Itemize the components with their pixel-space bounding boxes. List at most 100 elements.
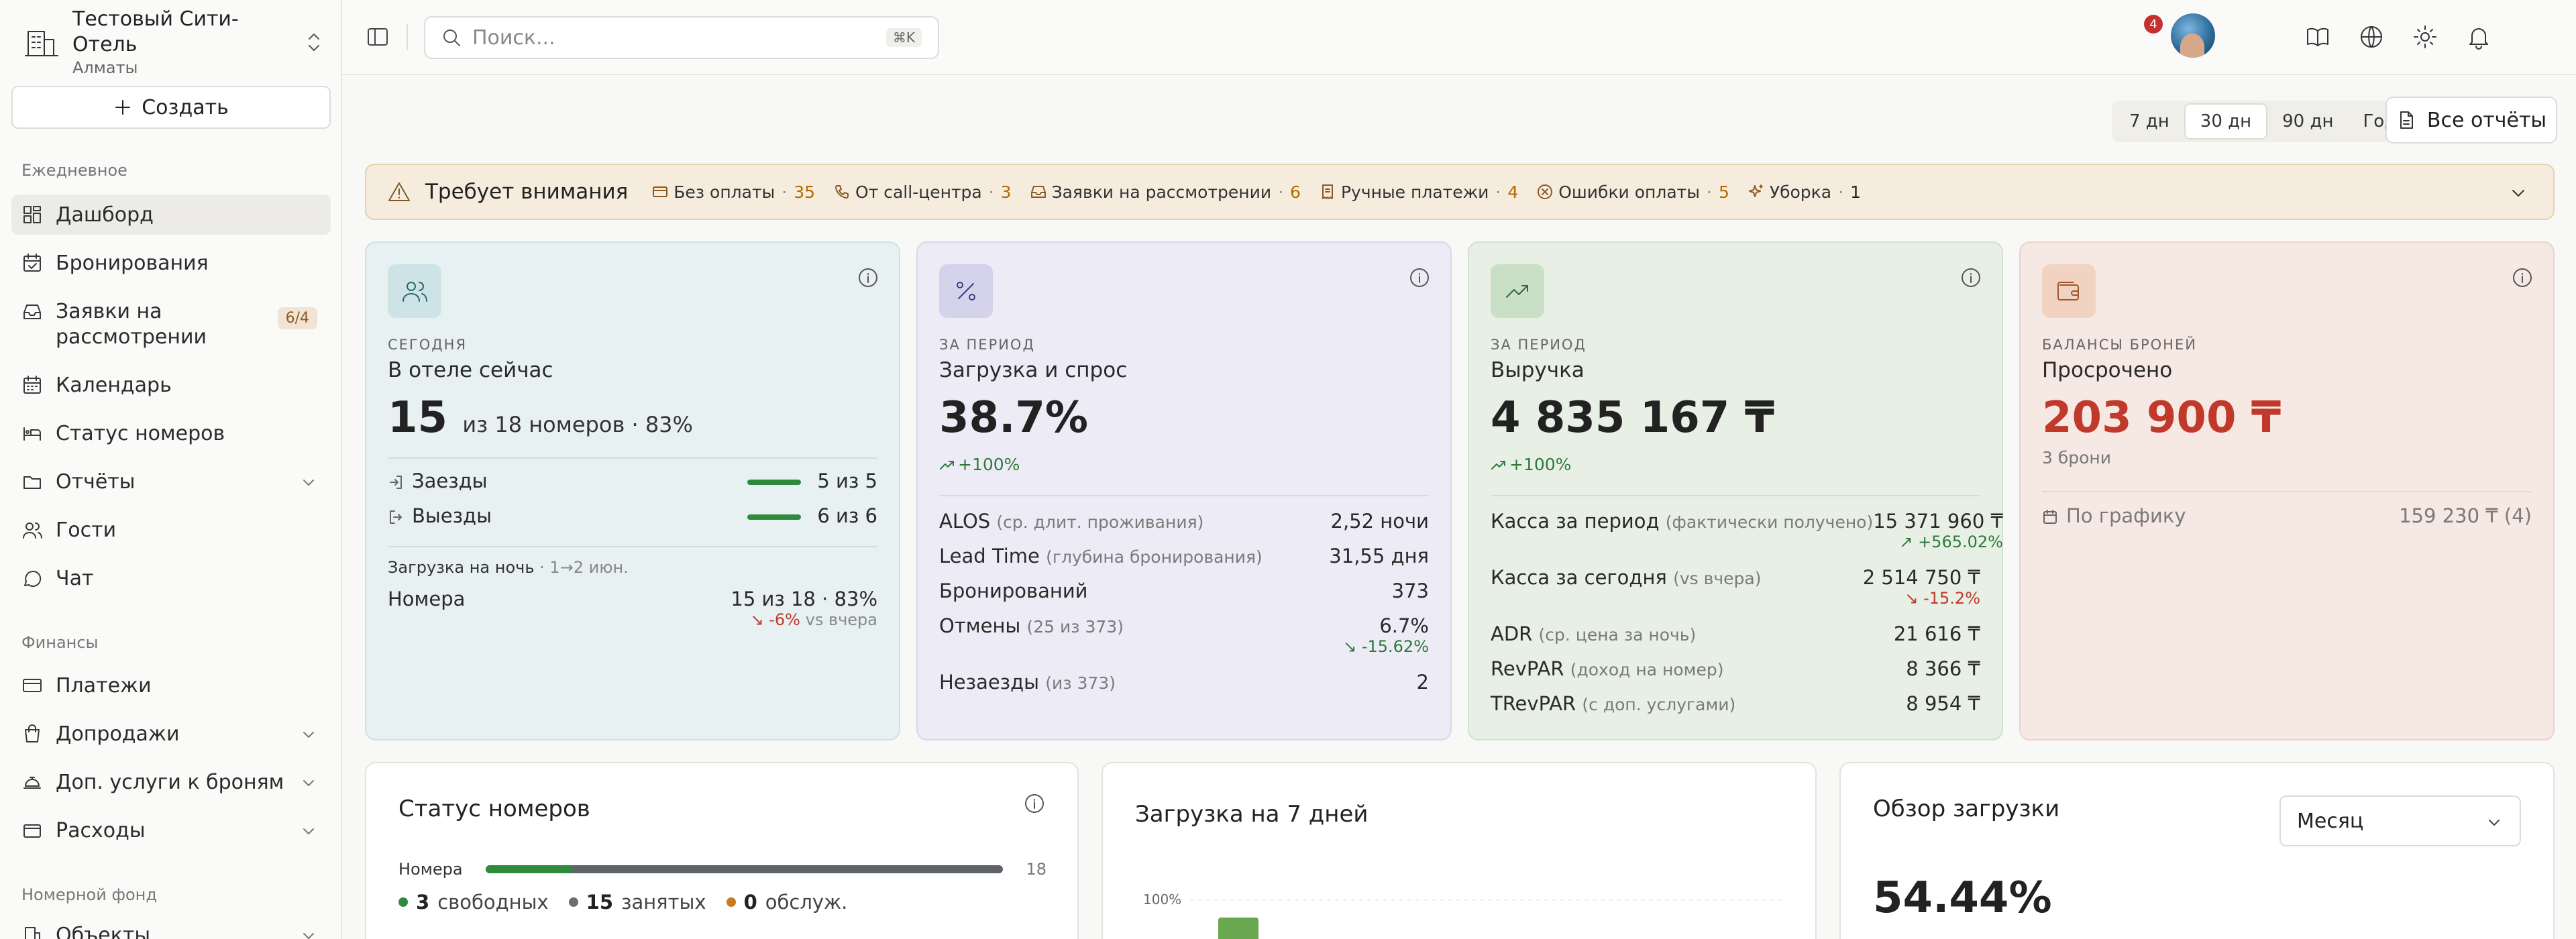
row-label: TRevPAR [1491,692,1576,715]
sidebar-item-guests[interactable]: Гости [11,510,331,550]
info-icon[interactable] [1960,267,1982,288]
globe-icon[interactable] [2359,24,2384,50]
row-note: (с доп. услугами) [1582,695,1736,714]
hotel-switcher[interactable]: Тестовый Сити-Отель Алматы [23,7,325,77]
attention-item-cleaning[interactable]: Уборка · 1 [1748,182,1861,202]
row-label: RevPAR [1491,657,1564,680]
legend-count: 0 [743,891,757,914]
all-reports-button[interactable]: Все отчёты [2385,97,2557,144]
sidebar-item-calendar[interactable]: Календарь [11,365,331,405]
row-note: (доход на номер) [1570,660,1724,679]
period-7d[interactable]: 7 дн [2129,111,2169,131]
log-out-icon [390,510,402,524]
sidebar-item-objects[interactable]: Объекты [11,915,331,939]
room-status-title: Статус номеров [398,795,590,822]
avatar[interactable] [2171,13,2215,58]
occupancy-overview-card: Обзор загрузки Месяц 54.44% [1839,762,2555,939]
users-icon [23,522,42,539]
revenue-value: 4 835 167 ₸ [1491,393,1775,443]
attention-count: 35 [794,182,816,202]
legend-dot [398,897,408,907]
attention-title: Требует внимания [425,180,629,204]
info-icon[interactable] [857,267,879,288]
night-load-title: Загрузка на ночь · 1→2 июн. [388,558,629,577]
rooms-delta-line: ↘ -6% vs вчера [750,610,878,629]
search-icon [443,30,460,46]
balances-icon-box [2042,264,2096,318]
plus-icon [115,100,131,115]
legend-occupied: 15 занятых [568,891,706,914]
night-dates: · 1→2 июн. [539,558,629,577]
sidebar-item-reports[interactable]: Отчёты [11,461,331,502]
log-in-icon [390,476,402,489]
row-value: 373 [1391,579,1429,602]
card-eyebrow: ЗА ПЕРИОД [1491,337,1587,353]
attention-count: 5 [1718,182,1729,202]
sidebar-item-chat[interactable]: Чат [11,558,331,598]
info-icon[interactable] [1409,267,1430,288]
checkins-label: Заезды [412,470,488,492]
card-eyebrow: ЗА ПЕРИОД [939,337,1035,353]
sidebar-toggle-icon[interactable] [366,25,389,48]
sidebar-item-extra-services[interactable]: Доп. услуги к броням [11,762,331,802]
occupancy-delta: +100% [939,455,1020,474]
guests-icon-box [388,264,441,318]
wallet-icon [2057,282,2079,300]
attention-item-requests[interactable]: Заявки на рассмотрении · 6 [1030,182,1301,202]
hotel-city: Алматы [72,58,138,77]
attention-item-unpaid[interactable]: Без оплаты · 35 [652,182,815,202]
chevron-down-icon [2512,190,2524,197]
rooms-bar-label: Номера [398,860,463,879]
phone-icon [835,185,849,199]
info-icon[interactable] [1024,793,1045,814]
legend-count: 3 [416,891,430,914]
attention-count: 4 [1507,182,1519,202]
notifications-badge: 4 [2144,15,2163,34]
rooms-delta-note: vs вчера [805,610,877,629]
file-icon [2400,111,2413,129]
sidebar-item-expenses[interactable]: Расходы [11,810,331,850]
row-label: Касса за период [1491,510,1660,533]
row-value: 8 366 ₸ [1906,657,1980,680]
revenue-delta: +100% [1491,455,1571,474]
delta-value: +100% [1509,455,1572,474]
guests-count: 15 [388,393,448,443]
sidebar-item-payments[interactable]: Платежи [11,665,331,706]
chevron-down-icon [2489,820,2500,826]
sidebar-item-dashboard[interactable]: Дашборд [11,195,331,235]
load-7days-card: Загрузка на 7 дней 100% [1102,762,1817,939]
row-note: (ср. цена за ночь) [1538,625,1697,645]
chat-icon [24,570,42,587]
attention-banner[interactable]: Требует внимания Без оплаты · 35 От call-… [365,164,2555,220]
bell-icon[interactable] [2466,24,2491,50]
book-icon[interactable] [2305,24,2330,50]
overview-period-select[interactable]: Месяц [2279,795,2521,846]
attention-item-payment-errors[interactable]: Ошибки оплаты · 5 [1537,182,1729,202]
period-30d[interactable]: 30 дн [2184,103,2268,140]
bed-icon [23,427,41,441]
create-button[interactable]: Создать [11,86,331,129]
legend-label: свободных [437,891,549,914]
row-label: ALOS [939,510,991,533]
row-value: 2 514 750 ₸ [1862,566,1980,589]
sidebar-item-upsells[interactable]: Допродажи [11,714,331,754]
adr-row: ADR (ср. цена за ночь) 21 616 ₸ [1491,622,1980,645]
sidebar-item-label: Чат [56,566,94,590]
search-input[interactable]: Поиск... ⌘K [424,16,939,59]
sidebar-item-label: Статус номеров [56,421,225,445]
attention-label: Без оплаты [674,182,775,202]
building-icon [25,927,40,939]
sidebar-item-requests[interactable]: Заявки на рассмотрении 6/4 [11,291,331,358]
info-icon[interactable] [2512,267,2533,288]
sidebar-item-room-status[interactable]: Статус номеров [11,413,331,453]
occupancy-value: 38.7% [939,393,1089,443]
attention-item-manual-payments[interactable]: Ручные платежи · 4 [1320,182,1518,202]
row-label: Касса за сегодня [1491,566,1667,589]
sidebar-item-bookings[interactable]: Бронирования [11,243,331,283]
sun-icon[interactable] [2412,24,2438,50]
attention-item-callcenter[interactable]: От call-центра · 3 [834,182,1012,202]
building-icon [25,31,58,56]
select-value: Месяц [2297,809,2364,833]
chevron-down-icon [303,780,314,786]
period-90d[interactable]: 90 дн [2282,111,2334,131]
